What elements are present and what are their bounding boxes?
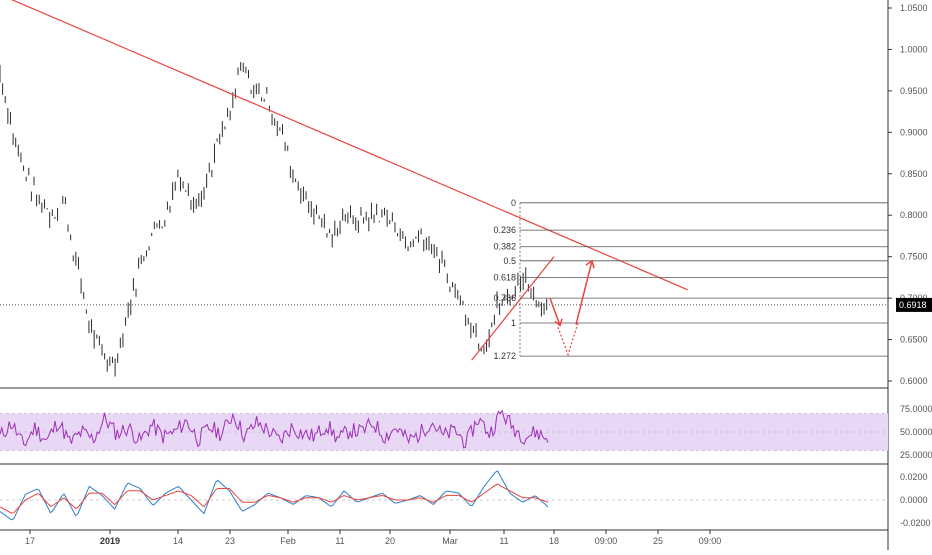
downtrend-line [11, 0, 688, 291]
projection-arrow-up [575, 260, 593, 325]
fib-level-label: 0.382 [493, 242, 516, 252]
time-tick-label: 09:00 [699, 536, 722, 546]
osc-line-2 [0, 483, 549, 514]
time-tick-label: 23 [225, 536, 235, 546]
fib-level-label: 0 [511, 198, 516, 208]
osc-line-1 [0, 470, 549, 521]
rsi-tick-label: 25.0000 [900, 450, 932, 460]
fib-level-label: 0.5 [503, 256, 516, 266]
price-tick-label: 0.9000 [900, 127, 928, 137]
last-price-label: 0.6918 [899, 300, 927, 310]
osc-tick-label: -0.0200 [900, 518, 931, 528]
price-tick-label: 0.9500 [900, 86, 928, 96]
time-tick-label: 25 [653, 536, 663, 546]
time-tick-label: 14 [173, 536, 183, 546]
fib-level-label: 1 [511, 318, 516, 328]
fib-level-label: 0.236 [493, 225, 516, 235]
last-price-badge [896, 297, 932, 312]
fib-level-label: 1.272 [493, 351, 516, 361]
projection-arrow-down [549, 297, 561, 326]
time-tick-label: 18 [549, 536, 559, 546]
price-tick-label: 0.6500 [900, 335, 928, 345]
time-tick-label: 2019 [100, 536, 120, 546]
time-tick-label: 11 [335, 536, 344, 546]
price-tick-label: 0.8500 [900, 169, 928, 179]
rsi-tick-label: 50.0000 [900, 427, 932, 437]
uptrend-line [471, 256, 555, 361]
price-tick-label: 1.0500 [900, 3, 928, 13]
osc-tick-label: 0.0200 [900, 472, 928, 482]
rsi-line [0, 409, 549, 449]
osc-tick-label: 0.0000 [900, 495, 928, 505]
price-tick-label: 0.7500 [900, 252, 928, 262]
time-tick-label: 11 [499, 536, 508, 546]
arrow-head [585, 259, 595, 269]
time-tick-label: 17 [25, 536, 35, 546]
fib-level-label: 0.618 [493, 272, 516, 282]
rsi-tick-label: 75.0000 [900, 404, 932, 414]
time-tick-label: 20 [385, 536, 395, 546]
time-tick-label: Mar [442, 536, 458, 546]
fib-level-label: 0.786 [493, 293, 516, 303]
price-tick-label: 0.8000 [900, 210, 928, 220]
arrow-head [554, 318, 563, 327]
projection-dotted-path [557, 322, 579, 357]
price-tick-label: 1.0000 [900, 44, 928, 54]
price-tick-label: 0.6000 [900, 376, 928, 386]
time-tick-label: 09:00 [595, 536, 618, 546]
time-tick-label: Feb [280, 536, 296, 546]
